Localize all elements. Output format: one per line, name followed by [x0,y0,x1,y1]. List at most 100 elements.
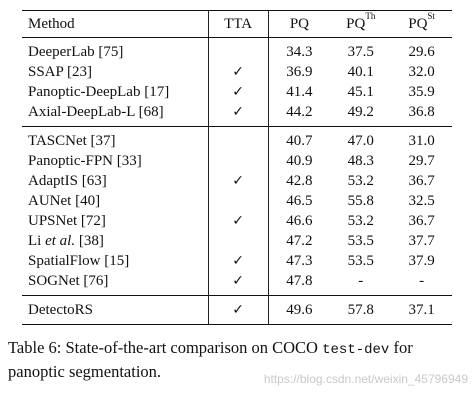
header-pq-th-base: PQ [346,16,366,32]
caption-code: test-dev [322,342,390,358]
cell-pq-th: 53.5 [347,233,374,249]
cell-tta [207,151,269,171]
header-pq-st: PQSt [391,10,452,38]
table-row: AdaptIS [63] ✓ 42.8 53.2 36.7 [22,171,452,191]
cell-tta [207,191,269,211]
cell-pq-th: 37.5 [347,44,374,60]
table-row: AUNet [40] 46.5 55.8 32.5 [22,191,452,211]
cell-pq-th: - [358,273,364,289]
cell-method: DetectoRS [22,295,209,325]
cell-method: SpatialFlow [15] [28,253,130,269]
cell-pq-st: 35.9 [408,84,435,100]
cell-tta: ✓ [207,102,269,127]
header-pq: PQ [267,10,331,38]
cell-pq-st: 36.8 [408,104,435,120]
cell-tta [207,126,269,151]
table-row: Panoptic-FPN [33] 40.9 48.3 29.7 [22,151,452,171]
cell-pq-st: 36.7 [408,213,435,229]
cell-method: SSAP [23] [28,64,93,80]
cell-pq-th: 49.2 [347,104,374,120]
cell-pq: 34.3 [267,37,331,62]
table-row: Li et al. [38] 47.2 53.5 37.7 [22,231,452,251]
cell-pq-th: 53.2 [347,173,374,189]
cell-tta [207,231,269,251]
cell-method: Li et al. [38] [22,231,208,251]
table-group-bottom-up: DeeperLab [75] 34.3 37.5 29.6 SSAP [23] … [22,37,452,127]
table-row: SSAP [23] ✓ 36.9 40.1 32.0 [22,62,452,82]
cell-tta: ✓ [207,82,269,102]
header-pq-th: PQTh [330,10,392,38]
cell-pq-st: 32.5 [408,193,435,209]
cell-tta: ✓ [207,211,269,231]
cell-method: DeeperLab [75] [28,44,124,60]
caption-text-end: for [389,338,413,357]
cell-pq-th: 40.1 [347,64,374,80]
cell-pq-th: 48.3 [347,153,374,169]
cell-pq-st: 29.6 [408,44,435,60]
cell-method: Axial-DeepLab-L [68] [28,104,164,120]
cell-pq-th: 57.8 [330,295,392,325]
cell-pq-st: 32.0 [408,64,435,80]
cell-pq-th: 45.1 [347,84,374,100]
cell-pq-st: 29.7 [408,153,435,169]
header-pq-st-base: PQ [408,16,428,32]
cell-tta: ✓ [207,62,269,82]
cell-tta: ✓ [207,171,269,191]
cell-method: Panoptic-FPN [33] [28,153,142,169]
watermark: https://blog.csdn.net/weixin_45796949 [263,372,468,386]
cell-pq: 49.6 [267,295,331,325]
table-row: UPSNet [72] ✓ 46.6 53.2 36.7 [22,211,452,231]
cell-tta: ✓ [207,271,269,296]
table-group-top-down: TASCNet [37] 40.7 47.0 31.0 Panoptic-FPN… [22,126,452,296]
cell-pq: 47.8 [267,271,331,296]
cell-tta: ✓ [207,251,269,271]
table-header-row: Method TTA PQ PQTh PQSt [22,10,452,38]
cell-method: Panoptic-DeepLab [17] [28,84,170,100]
results-table-container: Method TTA PQ PQTh PQSt DeeperLab [75] 3… [22,10,452,325]
cell-method: AdaptIS [63] [28,173,107,189]
cell-pq-st: - [419,273,425,289]
cell-pq-th: 47.0 [330,126,392,151]
cell-pq-st: 37.9 [408,253,435,269]
cell-pq-st: 37.7 [408,233,435,249]
cell-method: AUNet [40] [28,193,101,209]
table-row: DetectoRS ✓ 49.6 57.8 37.1 [22,295,452,325]
cell-pq: 40.7 [267,126,331,151]
cell-pq: 46.6 [267,211,331,231]
header-method: Method [22,10,209,38]
cell-tta [207,37,269,62]
caption-text-start: Table 6: State-of-the-art comparison on … [8,338,323,357]
caption-line-2: panoptic segmentation. [8,362,162,381]
table-row: TASCNet [37] 40.7 47.0 31.0 [22,126,452,151]
table-row: DeeperLab [75] 34.3 37.5 29.6 [22,37,452,62]
cell-tta: ✓ [207,295,269,325]
cell-pq: 46.5 [267,191,331,211]
cell-method: TASCNet [37] [22,126,209,151]
cell-pq-th: 53.2 [347,213,374,229]
cell-pq: 36.9 [267,62,331,82]
cell-method-suffix: [38] [75,233,104,249]
table-group-ours: DetectoRS ✓ 49.6 57.8 37.1 [22,295,452,325]
header-tta: TTA [207,10,269,38]
table-row: Panoptic-DeepLab [17] ✓ 41.4 45.1 35.9 [22,82,452,102]
cell-method-prefix: Li [28,233,46,249]
table-row: Axial-DeepLab-L [68] ✓ 44.2 49.2 36.8 [22,102,452,127]
cell-pq: 42.8 [267,171,331,191]
cell-pq: 47.3 [267,251,331,271]
cell-pq-th: 53.5 [347,253,374,269]
cell-pq: 41.4 [267,82,331,102]
cell-pq: 47.2 [267,231,331,251]
cell-pq: 44.2 [267,102,331,127]
cell-method-italic: et al. [45,233,76,249]
cell-pq-st: 31.0 [391,126,452,151]
cell-pq: 40.9 [267,151,331,171]
header-pq-st-sup: St [427,11,435,21]
cell-method: UPSNet [72] [28,213,106,229]
cell-method: SOGNet [76] [28,273,109,289]
table-caption: Table 6: State-of-the-art comparison on … [8,337,468,383]
table-row: SpatialFlow [15] ✓ 47.3 53.5 37.9 [22,251,452,271]
cell-pq-st: 37.1 [391,295,452,325]
header-pq-th-sup: Th [365,11,376,21]
results-table: Method TTA PQ PQTh PQSt DeeperLab [75] 3… [22,10,452,325]
table-row: SOGNet [76] ✓ 47.8 - - [22,271,452,296]
